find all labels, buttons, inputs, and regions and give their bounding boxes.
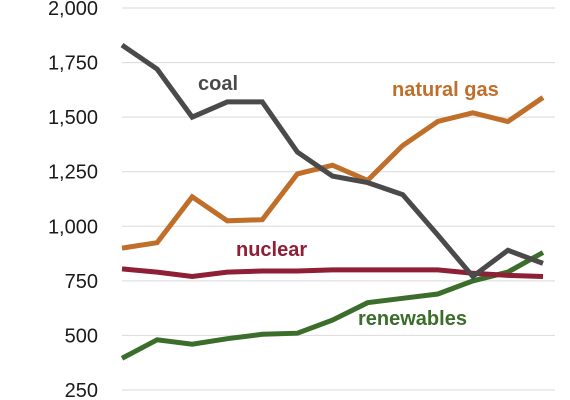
y-tick-label: 1,750 <box>48 53 98 75</box>
series-labels: coal natural gas nuclear renewables <box>198 73 499 330</box>
y-axis-ticks: 2,000 1,750 1,500 1,250 1,000 750 500 250 <box>48 0 98 400</box>
y-tick-label: 1,500 <box>48 107 98 129</box>
nuclear-label: nuclear <box>236 239 307 261</box>
y-tick-label: 500 <box>65 325 98 347</box>
series-lines <box>120 43 545 361</box>
y-tick-label: 2,000 <box>48 0 98 20</box>
y-tick-label: 250 <box>65 380 98 400</box>
renewables-label: renewables <box>358 308 467 330</box>
coal-label: coal <box>198 73 238 95</box>
gridlines <box>122 7 555 391</box>
renewables-line <box>120 250 545 361</box>
y-tick-label: 750 <box>65 271 98 293</box>
natural-gas-line <box>121 95 545 251</box>
y-tick-label: 1,000 <box>48 216 98 238</box>
y-tick-label: 1,250 <box>48 162 98 184</box>
natural-gas-label: natural gas <box>392 79 499 101</box>
coal-line <box>120 43 544 280</box>
